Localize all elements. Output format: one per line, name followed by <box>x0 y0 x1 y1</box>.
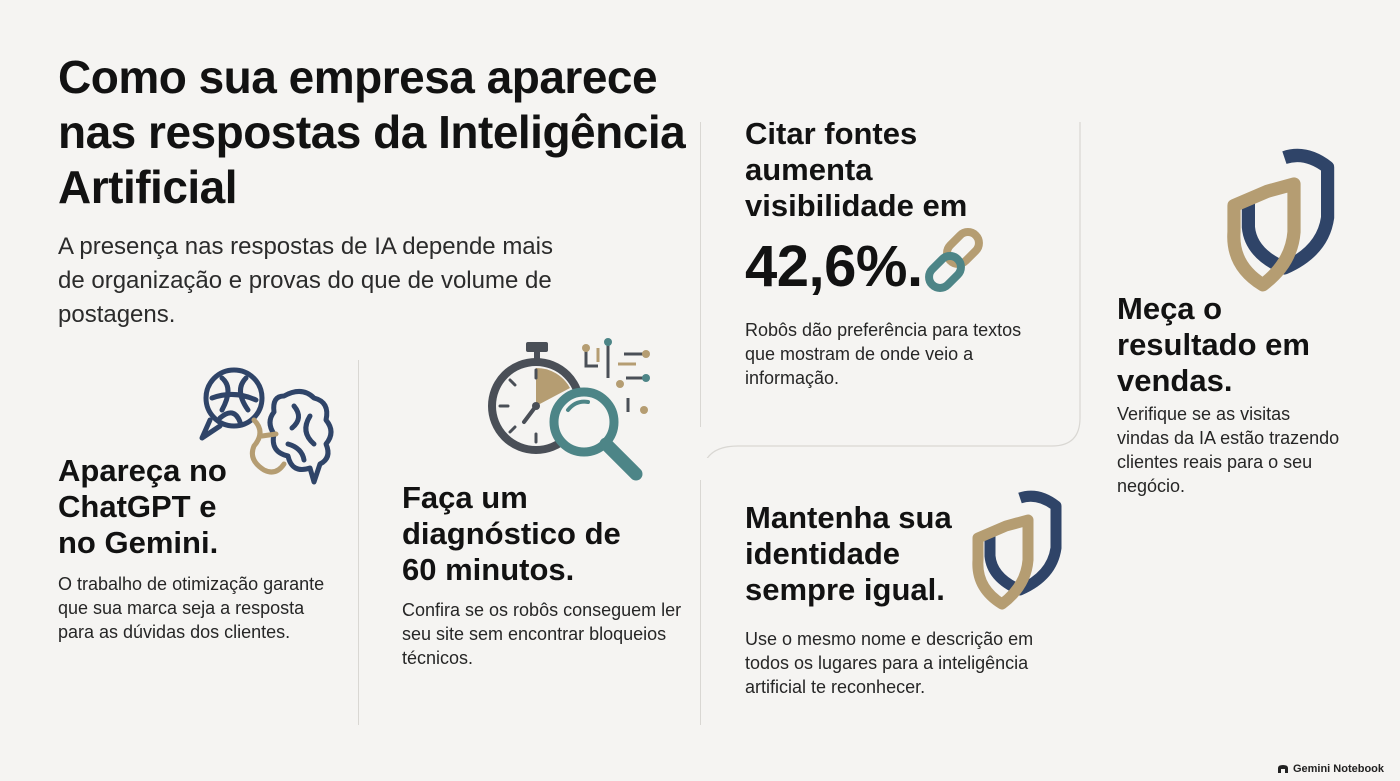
card-title: Citar fontes aumenta visibilidade em <box>745 116 968 223</box>
card-border <box>706 122 1081 458</box>
ai-brain-icon <box>199 367 334 485</box>
divider <box>358 360 359 725</box>
footer-brand-label: Gemini Notebook <box>1292 763 1384 775</box>
stopwatch-magnifier-icon <box>488 338 650 481</box>
card-text: Confira se os robôs conseguem ler seu si… <box>402 600 682 668</box>
notebook-logo-icon <box>1277 765 1288 773</box>
card-text: Use o mesmo nome e descrição em todos os… <box>745 629 1034 697</box>
footer-brand: Gemini Notebook <box>1277 763 1384 775</box>
card-text: Robôs dão preferência para textos que mo… <box>745 320 1022 388</box>
divider <box>700 122 701 427</box>
page-subtitle: A presença nas respostas de IA depende m… <box>58 233 553 328</box>
card-text: Verifique se as visitas vindas da IA est… <box>1117 404 1340 496</box>
shield-icon <box>1227 148 1335 292</box>
chain-link-icon <box>925 228 983 292</box>
card-title: Meça o resultado em vendas. <box>1117 291 1310 398</box>
card-title: Faça um diagnóstico de 60 minutos. <box>402 480 621 587</box>
shield-icon <box>972 490 1062 610</box>
page-title: Como sua empresa aparece nas respostas d… <box>58 51 686 213</box>
stat-value: 42,6%. <box>745 234 923 299</box>
card-title: Mantenha sua identidade sempre igual. <box>745 500 952 607</box>
divider <box>700 480 701 725</box>
card-text: O trabalho de otimização garante que sua… <box>58 574 325 642</box>
card-title: Apareça no ChatGPT e no Gemini. <box>58 453 227 560</box>
